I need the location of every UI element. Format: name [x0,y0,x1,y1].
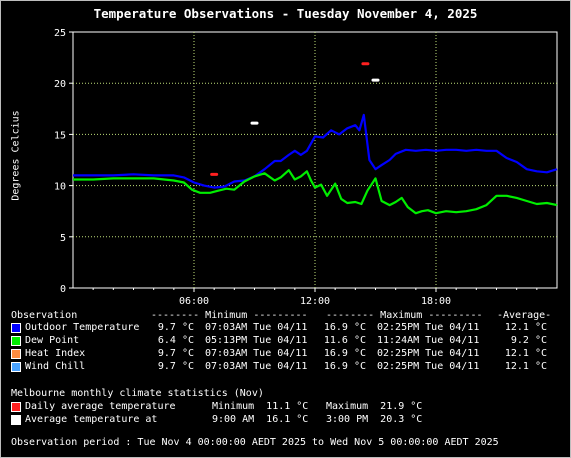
series-group [73,113,558,215]
y-tick-label: 0 [60,284,66,295]
stats-avg: 9.2 °C [510,335,547,346]
stats-min-time: 07:03AM Tue 04/11 [205,322,308,333]
stats-header-observation: Observation [11,310,78,321]
y-tick-label: 15 [54,130,66,141]
stats-min-time: 05:13PM Tue 04/11 [205,335,308,346]
legend-swatch [11,349,21,359]
x-ticks: 06:00 12:00 18:00 [92,288,538,307]
y-ticks: 0 5 10 15 20 25 [54,28,73,295]
climate-swatch [11,402,21,412]
climate-min: Minimum 11.1 °C [212,401,309,412]
climate-marker [371,78,380,82]
stats-header-maximum: -------- Maximum --------- [326,310,483,321]
y-tick-label: 10 [54,182,66,193]
stats-avg: 12.1 °C [504,361,547,372]
stats-min-val: 6.4 °C [157,335,194,346]
climate-row: Daily average temperature Minimum 11.1 °C… [0,400,571,413]
climate-max: 3:00 PM 20.3 °C [326,414,423,425]
stats-avg: 12.1 °C [504,322,547,333]
stats-header-minimum: -------- Minimum --------- [151,310,308,321]
stats-row-label: Heat Index [25,348,86,359]
climate-section: Melbourne monthly climate statistics (No… [0,0,264,399]
stats-max-time: 02:25PM Tue 04/11 [377,348,480,359]
plot-area [72,31,558,289]
series-line-dew-point [73,169,558,215]
legend-swatch [11,323,21,333]
y-tick-label: 5 [60,233,66,244]
climate-min: 9:00 AM 16.1 °C [212,414,309,425]
x-tick-label: 18:00 [421,296,451,307]
x-tick-label: 12:00 [300,296,330,307]
grid [73,32,557,288]
stats-header-average: -Average- [497,310,552,321]
stats-max-time: 11:24AM Tue 04/11 [377,335,480,346]
climate-swatch [11,415,21,425]
stats-row-label: Wind Chill [25,361,86,372]
series-line-outdoor-temperature [73,113,558,189]
stats-max-val: 16.9 °C [323,348,366,359]
climate-row: Average temperature at 9:00 AM 16.1 °C 3:0… [0,413,571,426]
stats-row: Dew Point 6.4 °C 05:13PM Tue 04/11 11.6 °C 1… [0,334,571,347]
stats-max-time: 02:25PM Tue 04/11 [377,322,480,333]
stats-max-val: 16.9 °C [323,361,366,372]
stats-row: Wind Chill 9.7 °C 07:03AM Tue 04/11 16.9 °C… [0,360,571,373]
stats-max-val: 11.6 °C [323,335,366,346]
stats-row: Outdoor Temperature 9.7 °C 07:03AM Tue 04/… [0,321,571,334]
climate-marker [210,172,219,176]
stats-header: Observation -------- Minimum --------- -… [0,309,571,322]
stats-min-time: 07:03AM Tue 04/11 [205,361,308,372]
plot-svg: 0 5 10 15 20 25 06:00 12:00 18:00 [54,28,558,307]
climate-label: Average temperature at [25,414,158,425]
stats-min-val: 9.7 °C [157,348,194,359]
climate-heading: Melbourne monthly climate statistics (No… [11,388,264,399]
stats-row-label: Dew Point [25,335,80,346]
markers-group [210,62,380,176]
stats-row: Heat Index 9.7 °C 07:03AM Tue 04/11 16.9 °C… [0,347,571,360]
stats-max-val: 16.9 °C [323,322,366,333]
climate-max: Maximum 21.9 °C [326,401,423,412]
stats-min-val: 9.7 °C [157,361,194,372]
climate-marker [250,121,259,125]
legend-swatch [11,362,21,372]
y-tick-label: 20 [54,79,66,90]
climate-marker [361,62,370,66]
stats-min-time: 07:03AM Tue 04/11 [205,348,308,359]
stats-min-val: 9.7 °C [157,322,194,333]
observation-period: Observation period : Tue Nov 4 00:00:00 … [11,437,499,448]
stats-max-time: 02:25PM Tue 04/11 [377,361,480,372]
chart-title: Temperature Observations - Tuesday Novem… [93,6,478,21]
stats-avg: 12.1 °C [504,348,547,359]
stats-row-label: Outdoor Temperature [25,322,140,333]
y-tick-label: 25 [54,28,66,39]
climate-label: Daily average temperature [25,401,176,412]
x-tick-label: 06:00 [179,296,209,307]
legend-swatch [11,336,21,346]
stats-table: Observation -------- Minimum --------- -… [0,0,551,321]
